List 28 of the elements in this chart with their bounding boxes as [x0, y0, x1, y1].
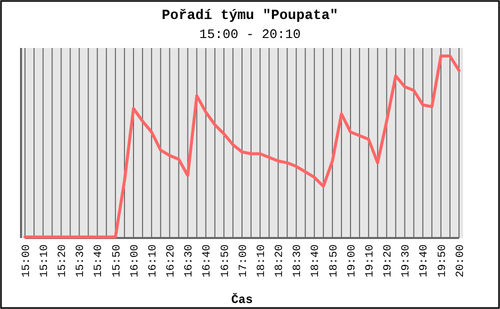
x-tick-label: 16:30: [184, 244, 196, 278]
x-tick-label: 19:00: [346, 244, 358, 278]
chart-subtitle: 15:00 - 20:10: [199, 27, 301, 42]
x-tick-label: 19:20: [382, 244, 395, 278]
x-tick-label: 15:50: [111, 244, 124, 278]
x-tick-label: 16:10: [147, 244, 160, 278]
x-tick-label: 18:10: [256, 244, 268, 278]
x-tick-label: 19:40: [418, 244, 431, 278]
x-axis-title: Čas: [231, 293, 253, 307]
x-tick-label: 18:30: [292, 244, 304, 278]
x-tick-label: 20:00: [454, 244, 467, 278]
x-tick-label: 19:10: [364, 244, 376, 278]
x-tick-label: 15:20: [57, 244, 70, 278]
x-tick-label: 19:50: [436, 244, 449, 278]
x-tick-label: 16:50: [220, 244, 232, 278]
chart-title: Pořadí týmu "Poupata": [162, 8, 338, 24]
x-tick-label: 16:40: [202, 244, 214, 278]
x-tick-label: 17:00: [238, 244, 250, 278]
x-tick-label: 15:10: [38, 244, 51, 278]
x-tick-label: 15:40: [93, 244, 106, 278]
x-tick-label: 15:30: [75, 244, 88, 278]
x-tick-label: 19:30: [400, 244, 413, 278]
x-tick-label: 16:20: [166, 244, 178, 278]
x-tick-label: 18:50: [328, 244, 340, 278]
x-tick-label: 16:00: [129, 244, 142, 278]
x-tick-label: 15:00: [20, 244, 33, 278]
x-tick-label: 18:40: [310, 244, 322, 278]
x-tick-label: 18:20: [274, 244, 286, 278]
